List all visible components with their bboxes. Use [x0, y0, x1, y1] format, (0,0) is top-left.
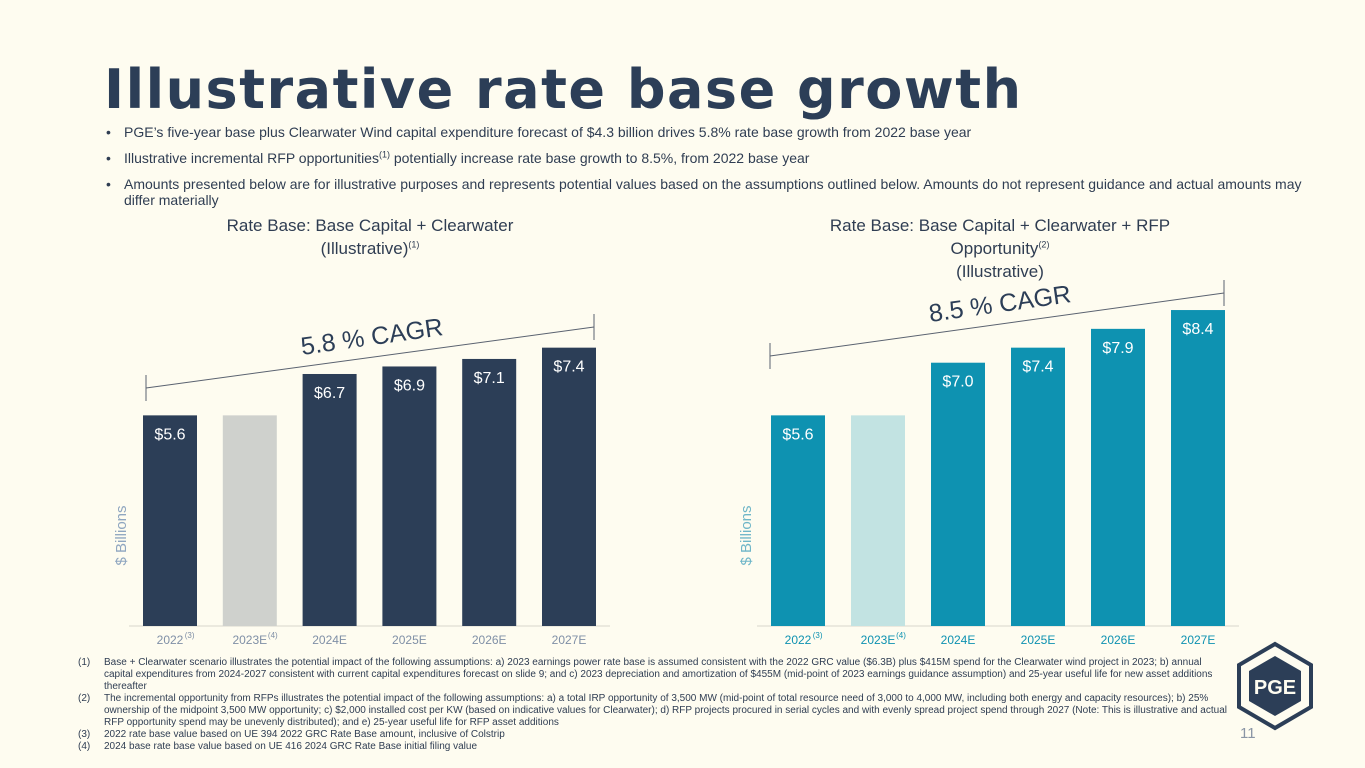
y-axis-label: $ Billions — [113, 505, 130, 565]
bar — [382, 366, 437, 626]
bar — [1011, 347, 1065, 626]
bar-value-label: $8.4 — [1182, 321, 1213, 338]
left-chart-title: Rate Base: Base Capital + Clearwater (Il… — [226, 216, 514, 258]
bar — [851, 415, 905, 626]
x-tick-label: 2022 — [785, 633, 812, 647]
bar — [542, 347, 596, 626]
bar — [771, 415, 825, 626]
cagr-line — [769, 292, 1225, 357]
bar — [931, 362, 985, 626]
footnote: (4) 2024 base rate base value based on UE… — [78, 741, 478, 752]
footnote: (2) The incremental opportunity from RFPs… — [78, 693, 1227, 728]
bar-value-label: $5.6 — [154, 426, 185, 443]
footnote: (1) Base + Clearwater scenario illustrate… — [78, 657, 1213, 692]
cagr-label: 5.8 % CAGR — [299, 313, 445, 361]
x-tick-label: 2026E — [472, 633, 507, 647]
page-number: 11 — [1240, 725, 1256, 742]
bar — [462, 358, 517, 626]
page-title: Illustrative rate base growth — [104, 58, 1023, 121]
pge-logo: PGE — [1237, 641, 1313, 731]
cagr-line — [145, 326, 595, 389]
bar-value-label: $7.4 — [553, 359, 584, 376]
x-tick-label: 2024E — [941, 633, 976, 647]
x-tick-label: 2024E — [312, 633, 347, 647]
bar-value-label: $7.0 — [942, 374, 973, 391]
bullet-item: Amounts presented below are for illustra… — [104, 176, 1324, 208]
cagr-label: 8.5 % CAGR — [927, 280, 1073, 328]
footnotes: (1) Base + Clearwater scenario illustrate… — [78, 657, 1228, 753]
x-tick-label: 2026E — [1101, 633, 1136, 647]
footnote: (3) 2022 rate base value based on UE 394 … — [78, 729, 505, 740]
x-tick-footnote: (3) — [185, 631, 195, 640]
bar — [1091, 328, 1145, 626]
x-tick-label: 2027E — [1181, 633, 1216, 647]
bar — [302, 373, 357, 626]
bullet-item: Illustrative incremental RFP opportuniti… — [104, 150, 1324, 166]
x-tick-label: 2023E — [861, 633, 896, 647]
bar-value-label: $6.7 — [314, 385, 345, 402]
bar-value-label: $6.9 — [394, 377, 425, 394]
x-tick-label: 2025E — [392, 633, 427, 647]
right-chart-title: Rate Base: Base Capital + Clearwater + R… — [829, 216, 1171, 281]
x-tick-label: 2023E — [232, 633, 267, 647]
bar-value-label: $7.4 — [1022, 359, 1053, 376]
bar — [1171, 310, 1225, 626]
bar-value-label: $7.1 — [474, 370, 505, 387]
bullet-item: PGE’s five-year base plus Clearwater Win… — [104, 124, 1324, 140]
x-tick-footnote: (4) — [896, 631, 906, 640]
svg-text:PGE: PGE — [1254, 677, 1296, 699]
bar — [143, 415, 197, 626]
x-tick-label: 2022 — [157, 633, 184, 647]
x-tick-footnote: (3) — [813, 631, 823, 640]
y-axis-label: $ Billions — [738, 505, 755, 565]
x-tick-footnote: (4) — [268, 631, 278, 640]
x-tick-label: 2025E — [1021, 633, 1056, 647]
bar-value-label: $5.6 — [782, 426, 813, 443]
x-tick-label: 2027E — [552, 633, 587, 647]
bar — [222, 415, 277, 626]
bullet-list: PGE’s five-year base plus Clearwater Win… — [104, 124, 1324, 218]
bar-value-label: $7.9 — [1102, 340, 1133, 357]
